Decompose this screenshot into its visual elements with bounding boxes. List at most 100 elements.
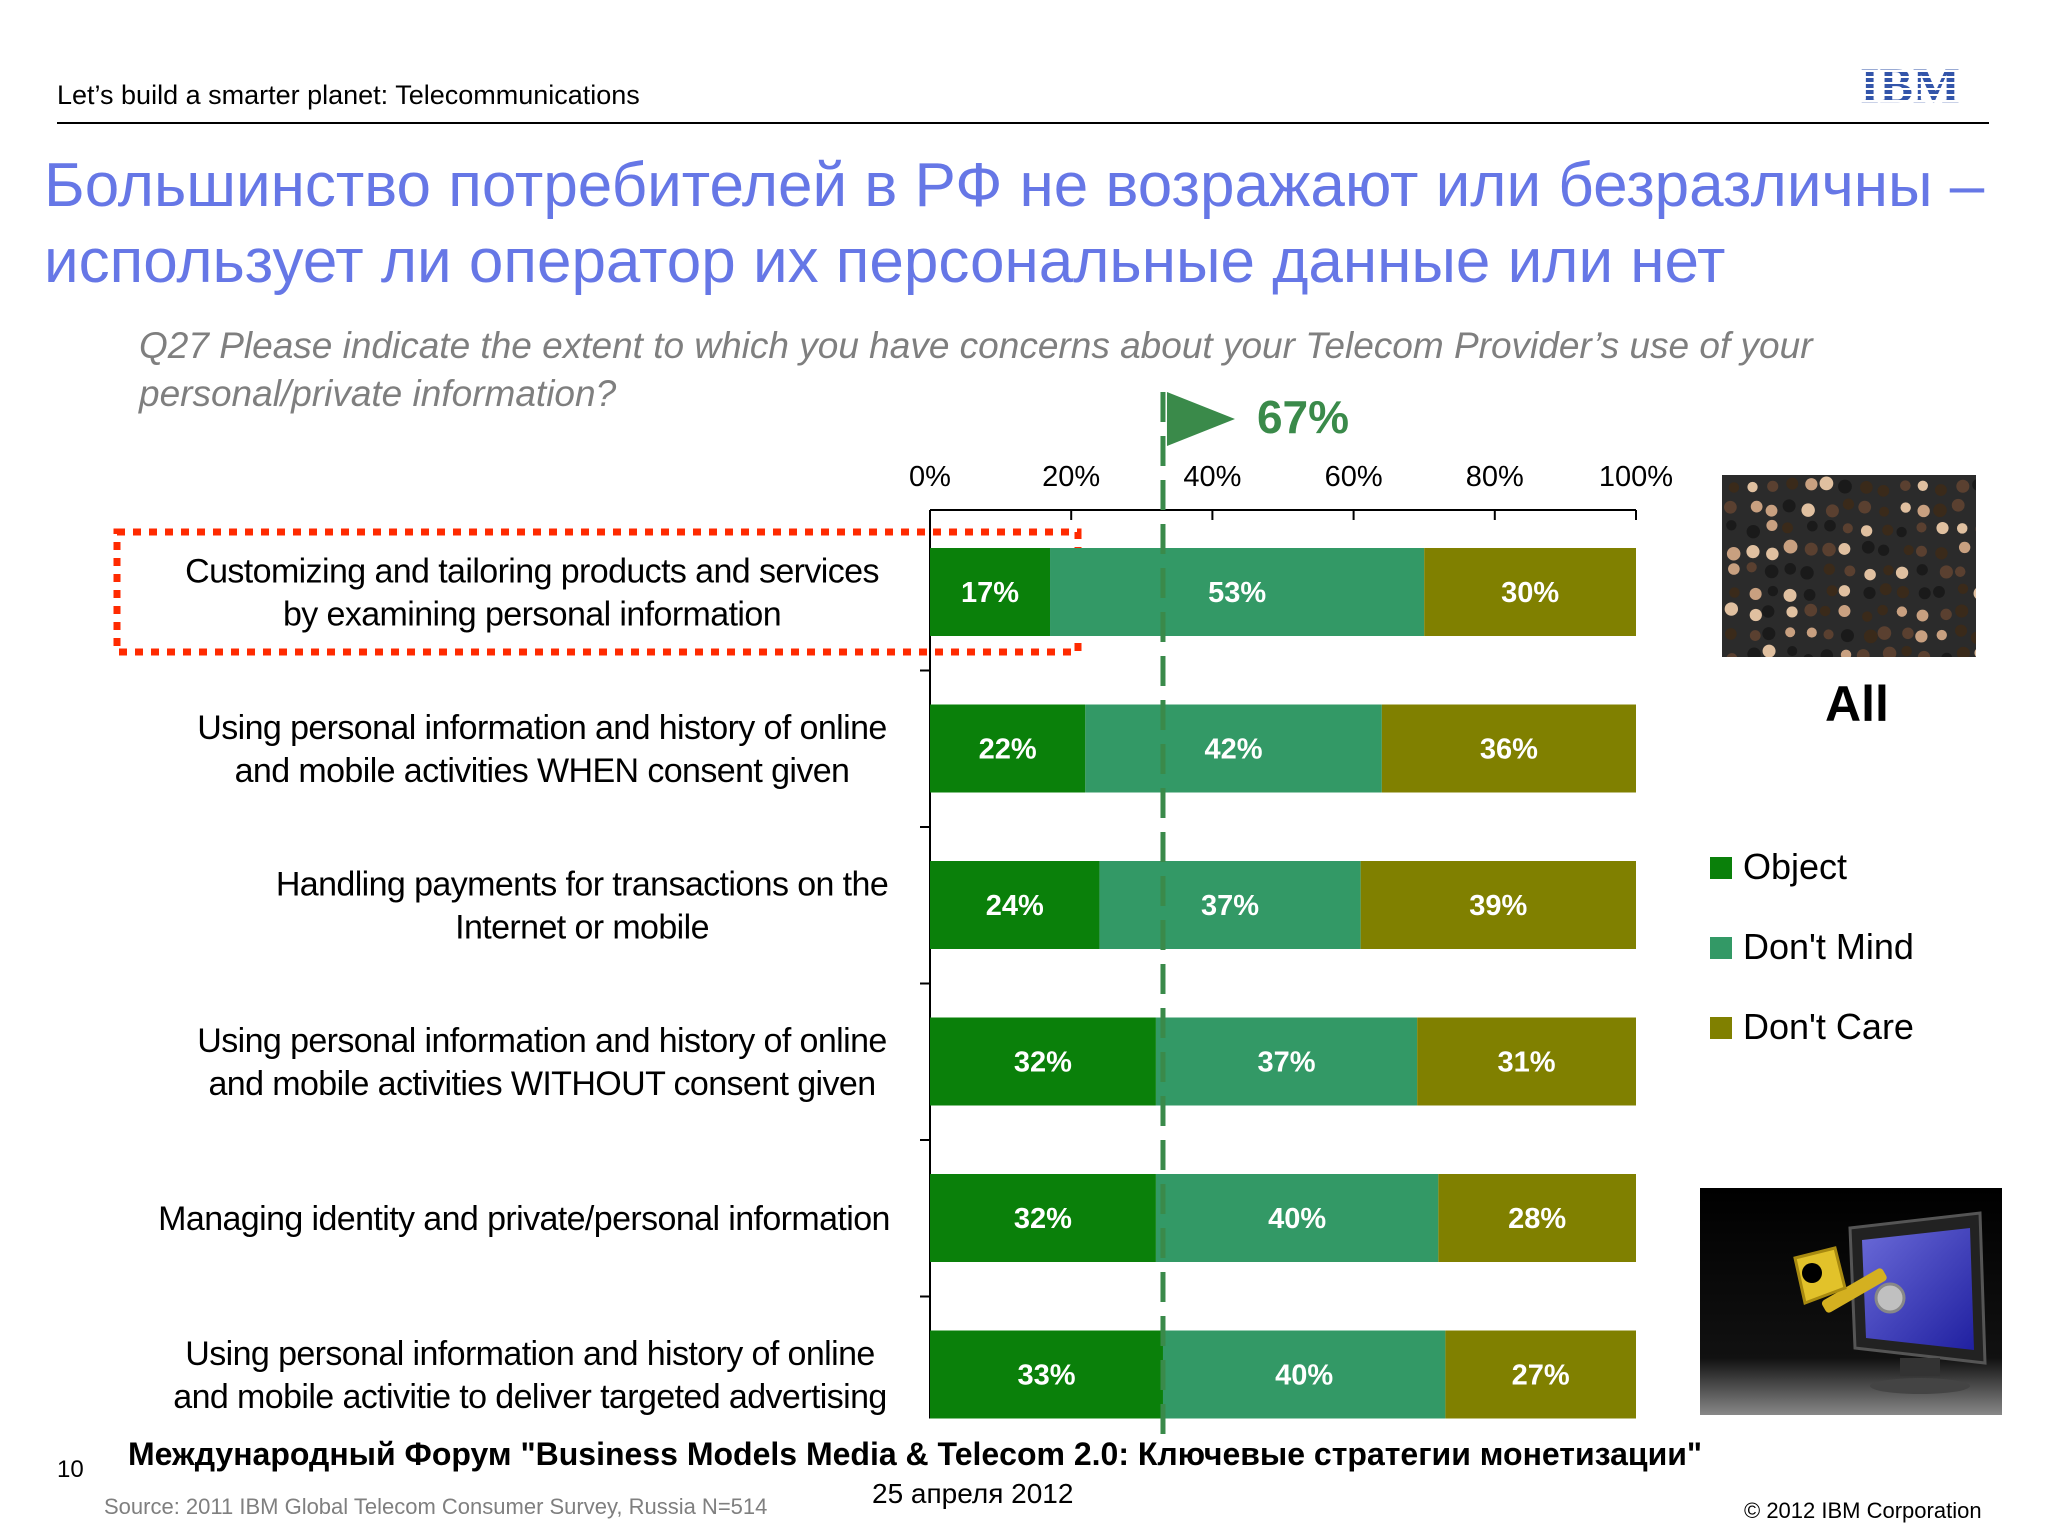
crowd-person (1803, 653, 1813, 657)
crowd-person (1749, 587, 1762, 600)
crowd-person (1973, 588, 1976, 599)
crowd-person (1787, 646, 1798, 657)
crowd-person (1877, 604, 1888, 616)
crowd-person (1746, 562, 1757, 573)
crowd-person (1840, 649, 1852, 657)
crowd-person (1761, 605, 1775, 618)
x-tick-label: 60% (1325, 461, 1383, 493)
crowd-person (1877, 544, 1890, 556)
crowd-person (1862, 611, 1873, 622)
survey-question: Q27 Please indicate the extent to which … (139, 325, 1813, 414)
crowd-person (1933, 503, 1947, 518)
page-number: 10 (57, 1456, 84, 1483)
header-text: Let’s build a smarter planet: Telecommun… (57, 80, 640, 110)
crowd-person (1972, 479, 1976, 491)
bar-segment (930, 704, 1086, 793)
crowd-person (1933, 585, 1945, 598)
crowd-person (1951, 498, 1965, 512)
crowd-person (1729, 587, 1740, 598)
data-label: 33% (1017, 1360, 1075, 1392)
crowd-person (1896, 606, 1908, 617)
crowd-person (1806, 520, 1818, 532)
bar-segment (930, 861, 1100, 949)
crowd-person (1726, 520, 1737, 531)
data-label: 24% (986, 890, 1044, 922)
crowd-person (1955, 604, 1969, 618)
crowd-person (1747, 481, 1758, 493)
crowd-person (1916, 545, 1927, 557)
crowd-person (1856, 649, 1870, 657)
category-label: Using personal information and history o… (197, 1022, 886, 1060)
crowd-person (1726, 546, 1741, 561)
crowd-person (1858, 500, 1872, 514)
forum-title: Международный Форум "Business Models Med… (128, 1436, 1703, 1472)
x-tick-label: 80% (1466, 461, 1524, 493)
data-label: 17% (961, 577, 1019, 609)
crowd-person (1882, 524, 1894, 536)
crowd-person (1823, 563, 1835, 575)
legend-label: Don't Mind (1743, 926, 1914, 967)
crowd-person (1940, 608, 1952, 621)
crowd-person (1879, 583, 1892, 596)
data-label: 27% (1512, 1360, 1570, 1392)
data-label: 53% (1208, 577, 1266, 609)
category-label: and mobile activities WITHOUT consent gi… (208, 1065, 875, 1103)
legend-swatch (1710, 1017, 1732, 1039)
data-label: 32% (1014, 1047, 1072, 1079)
data-label: 37% (1201, 890, 1259, 922)
crowd-person (1766, 519, 1778, 531)
crowd-person (1903, 545, 1914, 556)
crowd-person (1941, 652, 1953, 657)
crowd-person (1901, 645, 1912, 657)
crowd-person (1936, 521, 1949, 535)
crowd-person (1762, 627, 1776, 641)
legend-swatch (1710, 937, 1732, 959)
crowd-person (1970, 631, 1976, 644)
category-label: and mobile activities WHEN consent given (235, 752, 850, 790)
crowd-person (1806, 627, 1817, 638)
crowd-person (1838, 605, 1851, 618)
crowd-person (1916, 609, 1929, 622)
crowd-person (1823, 629, 1834, 640)
crowd-person (1896, 586, 1910, 599)
bar-segment (1085, 704, 1382, 793)
bar-segment (1417, 1017, 1636, 1106)
data-label: 32% (1014, 1203, 1072, 1235)
crowd-person (1746, 545, 1760, 559)
x-axis: 0% 20% 40% 60% 80% 100% (909, 461, 1673, 1419)
crowd-person (1900, 480, 1911, 491)
data-label: 37% (1258, 1047, 1316, 1079)
data-label: 31% (1498, 1047, 1556, 1079)
crowd-person (1877, 626, 1892, 640)
crowd-person (1749, 630, 1761, 641)
crowd-person (1726, 653, 1738, 657)
category-label: by examining personal information (283, 596, 781, 634)
crowd-person (1728, 482, 1740, 493)
crowd-person (1863, 629, 1878, 644)
data-label: 36% (1480, 734, 1538, 766)
crowd-person (1840, 629, 1854, 643)
crowd-person (1820, 649, 1834, 657)
crowd-person (1842, 498, 1855, 510)
crowd-person (1916, 564, 1928, 576)
crowd-person (1819, 476, 1834, 491)
crowd-person (1786, 477, 1799, 490)
category-label: Using personal information and history o… (185, 1335, 874, 1373)
crowd-person (1917, 650, 1931, 657)
bar-segment (1155, 1017, 1418, 1106)
data-label: 30% (1501, 577, 1559, 609)
crowd-person (1724, 602, 1739, 616)
crowd-person (1804, 542, 1818, 556)
data-label: 40% (1275, 1360, 1333, 1392)
crowd-person (1766, 547, 1779, 561)
crowd-person (1954, 566, 1966, 577)
crowd-person (1842, 523, 1853, 534)
crowd-person (1956, 646, 1970, 657)
crowd-person (1783, 588, 1797, 602)
crowd-person (1844, 565, 1856, 577)
crowd-person (1956, 523, 1968, 534)
crowd-person (1896, 526, 1907, 538)
category-label: Internet or mobile (455, 909, 709, 947)
crowd-person (1917, 480, 1928, 491)
